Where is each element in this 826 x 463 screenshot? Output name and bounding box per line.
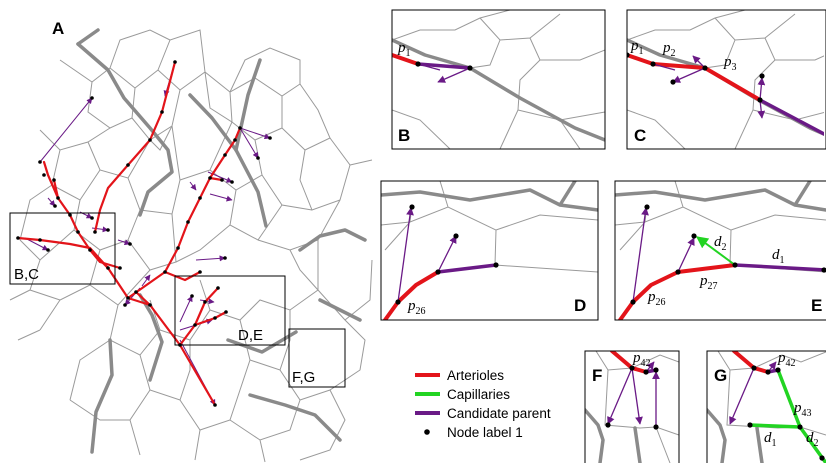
label-p43: p43 — [793, 400, 812, 419]
panel-g-frame — [706, 350, 826, 463]
legend: Arterioles Capillaries Candidate parent … — [415, 368, 551, 440]
panel-letter-b: B — [398, 126, 410, 145]
candidate-parent-links — [24, 61, 271, 406]
panel-d-frame — [380, 180, 599, 321]
label-p1-c: p1 — [630, 38, 644, 57]
label-p1-b: p1 — [397, 40, 411, 59]
region-label-de: D,E — [238, 327, 263, 344]
panel-letter-e: E — [811, 296, 822, 315]
panel-a: A — [9, 19, 373, 463]
panel-letter-f: F — [592, 366, 602, 385]
label-p2: p2 — [662, 40, 676, 59]
region-box-fg — [288, 328, 346, 388]
label-p26-e: p26 — [647, 289, 666, 308]
thick-vessels — [76, 28, 367, 454]
region-label-bc: B,C — [14, 266, 39, 283]
legend-label-candidate-parent: Candidate parent — [447, 406, 551, 421]
label-p42-g: p42 — [777, 350, 796, 369]
region-box-bc — [9, 212, 116, 285]
label-p42-f: p42 — [632, 350, 651, 369]
label-d1-g: d1 — [764, 430, 777, 449]
legend-label-node: Node label 1 — [447, 425, 523, 440]
panel-letter-c: C — [634, 126, 646, 145]
label-d1-e: d1 — [772, 247, 785, 266]
panel-c: p1 p2 p3 C — [626, 9, 826, 150]
panel-letter-a: A — [52, 19, 64, 38]
legend-label-arterioles: Arterioles — [447, 368, 504, 383]
panel-e: d2 d1 p27 p26 E — [614, 180, 826, 321]
label-p3: p3 — [723, 54, 737, 73]
vessel-mesh — [9, 29, 373, 463]
panel-f-frame — [584, 350, 680, 463]
panel-e-frame — [614, 180, 826, 321]
panel-letter-g: G — [714, 366, 727, 385]
panel-b-frame — [391, 9, 606, 150]
label-p27: p27 — [699, 273, 718, 292]
region-box-de — [174, 275, 286, 346]
legend-swatch-node — [424, 429, 430, 435]
label-p26-d: p26 — [407, 298, 426, 317]
legend-label-capillaries: Capillaries — [447, 387, 510, 402]
panel-g: p42 p43 d1 d2 G — [706, 350, 826, 463]
network-nodes — [16, 60, 272, 407]
panel-f: p42 F — [584, 350, 680, 463]
region-label-fg: F,G — [292, 369, 315, 386]
panel-c-frame — [626, 9, 826, 150]
label-d2-g: d2 — [806, 430, 819, 449]
label-d2-e: d2 — [714, 234, 727, 253]
panel-letter-d: D — [574, 296, 586, 315]
panel-b: p1 B — [391, 9, 606, 150]
panel-d: p26 D — [380, 180, 599, 321]
